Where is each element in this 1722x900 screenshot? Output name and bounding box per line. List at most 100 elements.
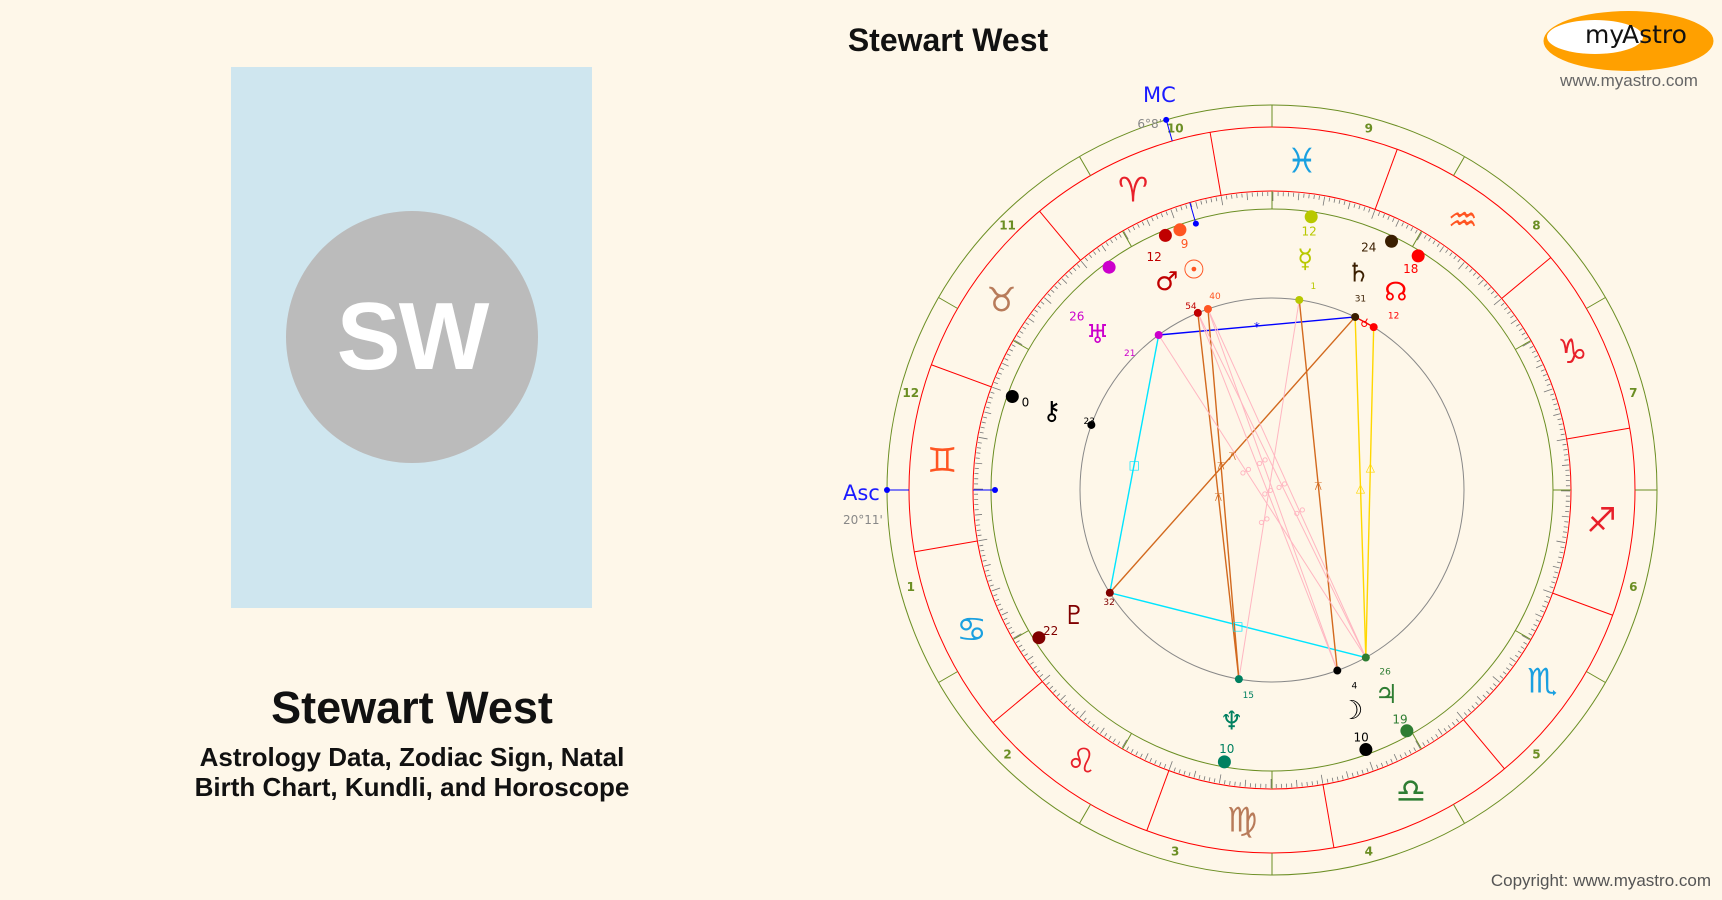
mc-inner-dot: [1192, 220, 1199, 227]
degree-tick: [1423, 234, 1427, 239]
saturn-degree: 24: [1361, 241, 1376, 255]
degree-tick: [1415, 740, 1421, 749]
mercury-minutes: 1: [1311, 282, 1317, 292]
degree-tick: [1030, 661, 1034, 665]
degree-tick: [1437, 728, 1443, 735]
degree-tick: [1542, 605, 1547, 608]
degree-tick: [1072, 267, 1077, 272]
degree-tick: [991, 587, 1001, 592]
degree-tick: [1531, 350, 1536, 354]
sign-cancer-icon: ♋︎: [956, 610, 986, 650]
degree-tick: [1405, 224, 1409, 229]
degree-tick: [1549, 586, 1554, 589]
degree-tick: [1476, 696, 1483, 702]
chiron-icon: ⚷︎: [1042, 397, 1061, 427]
sun-aspect-point: [1203, 304, 1212, 313]
degree-tick: [1455, 718, 1460, 723]
degree-tick: [1328, 197, 1331, 202]
house-number: 11: [999, 219, 1016, 233]
aspect-quincunx-icon: ⚻: [1314, 479, 1322, 493]
degree-tick: [1554, 408, 1559, 411]
degree-tick: [1004, 358, 1009, 361]
degree-tick: [1200, 200, 1203, 205]
profile-name: Stewart West: [271, 682, 553, 733]
house-number: 6: [1629, 580, 1637, 594]
pluto-aspect-point: [1105, 588, 1114, 597]
degree-tick: [1140, 753, 1143, 758]
logo-url[interactable]: www.myastro.com: [1560, 71, 1698, 90]
degree-tick: [1198, 774, 1201, 780]
house-cusp-line: [1453, 156, 1465, 176]
degree-tick: [1449, 252, 1453, 256]
myastro-logo[interactable]: my Astro: [1543, 10, 1714, 72]
degree-tick: [1465, 265, 1469, 269]
degree-tick: [1154, 760, 1157, 765]
degree-tick: [1151, 217, 1154, 222]
degree-tick: [1088, 254, 1093, 259]
degree-tick: [1308, 194, 1310, 199]
house-cusp-line: [1586, 671, 1606, 683]
degree-tick: [1545, 595, 1551, 599]
neptune-minutes: 15: [1243, 691, 1254, 701]
logo-text-astro: Astro: [1622, 20, 1687, 49]
degree-tick: [1361, 769, 1364, 774]
degree-tick: [1034, 309, 1038, 313]
north-node-minutes: 12: [1388, 311, 1399, 321]
sun-dot: [1173, 223, 1187, 237]
aspect-trine-line: [1354, 316, 1367, 658]
degree-tick: [1341, 775, 1344, 780]
degree-tick: [1456, 711, 1464, 720]
degree-tick: [1170, 209, 1175, 219]
degree-tick: [980, 426, 985, 429]
degree-tick: [1031, 313, 1035, 317]
degree-tick: [1083, 717, 1087, 722]
degree-tick: [1099, 727, 1105, 734]
degree-tick: [1127, 228, 1131, 233]
degree-tick: [1489, 687, 1494, 691]
degree-tick: [1478, 279, 1484, 286]
degree-tick: [993, 381, 999, 385]
degree-tick: [1535, 613, 1542, 618]
aspect-lines: *□□⚻⚻⚻⚻ △△☍☍☍☍☍☍☌: [1109, 299, 1376, 680]
chiron-aspect-point: [1087, 420, 1096, 429]
house-cusp-line: [1453, 804, 1465, 824]
degree-tick: [1195, 201, 1198, 209]
degree-tick: [1244, 779, 1247, 787]
logo-text-my: my: [1585, 20, 1624, 49]
degree-tick: [1528, 632, 1533, 636]
degree-tick: [1024, 653, 1028, 657]
degree-tick: [1490, 290, 1495, 295]
degree-tick: [1173, 767, 1176, 772]
house-number: 4: [1365, 844, 1373, 858]
degree-tick: [1376, 764, 1379, 769]
pluto-icon: ♇︎: [1063, 601, 1086, 631]
degree-tick: [1112, 738, 1116, 743]
degree-tick: [1347, 202, 1351, 210]
degree-tick: [1521, 332, 1526, 336]
house-cusp-line: [1586, 297, 1606, 309]
degree-tick: [1457, 258, 1461, 263]
chiron-dot: [1005, 390, 1019, 404]
degree-tick: [1058, 282, 1062, 286]
degree-tick: [1225, 195, 1228, 200]
degree-tick: [1506, 667, 1510, 671]
house-number: 9: [1365, 122, 1373, 136]
degree-tick: [1009, 348, 1014, 352]
subtitle-line-1: Astrology Data, Zodiac Sign, Natal: [199, 742, 625, 772]
degree-tick: [1472, 272, 1477, 276]
sign-capricorn-icon: ♑︎: [1557, 332, 1587, 372]
degree-tick: [1084, 257, 1089, 262]
sign-leo-icon: ♌︎: [1066, 742, 1096, 782]
sun-degree: 9: [1181, 237, 1189, 251]
jupiter-icon: ♃︎: [1375, 680, 1398, 710]
mars-minutes: 54: [1185, 302, 1197, 312]
degree-tick: [1141, 221, 1145, 226]
degree-tick: [977, 534, 982, 537]
degree-tick: [1540, 610, 1545, 613]
sun-minutes: 40: [1209, 292, 1221, 302]
degree-tick: [1443, 728, 1447, 732]
aspect-opposition-line: [1238, 299, 1300, 680]
degree-tick: [1006, 353, 1011, 357]
degree-tick: [1067, 704, 1072, 708]
degree-tick: [1475, 701, 1479, 706]
